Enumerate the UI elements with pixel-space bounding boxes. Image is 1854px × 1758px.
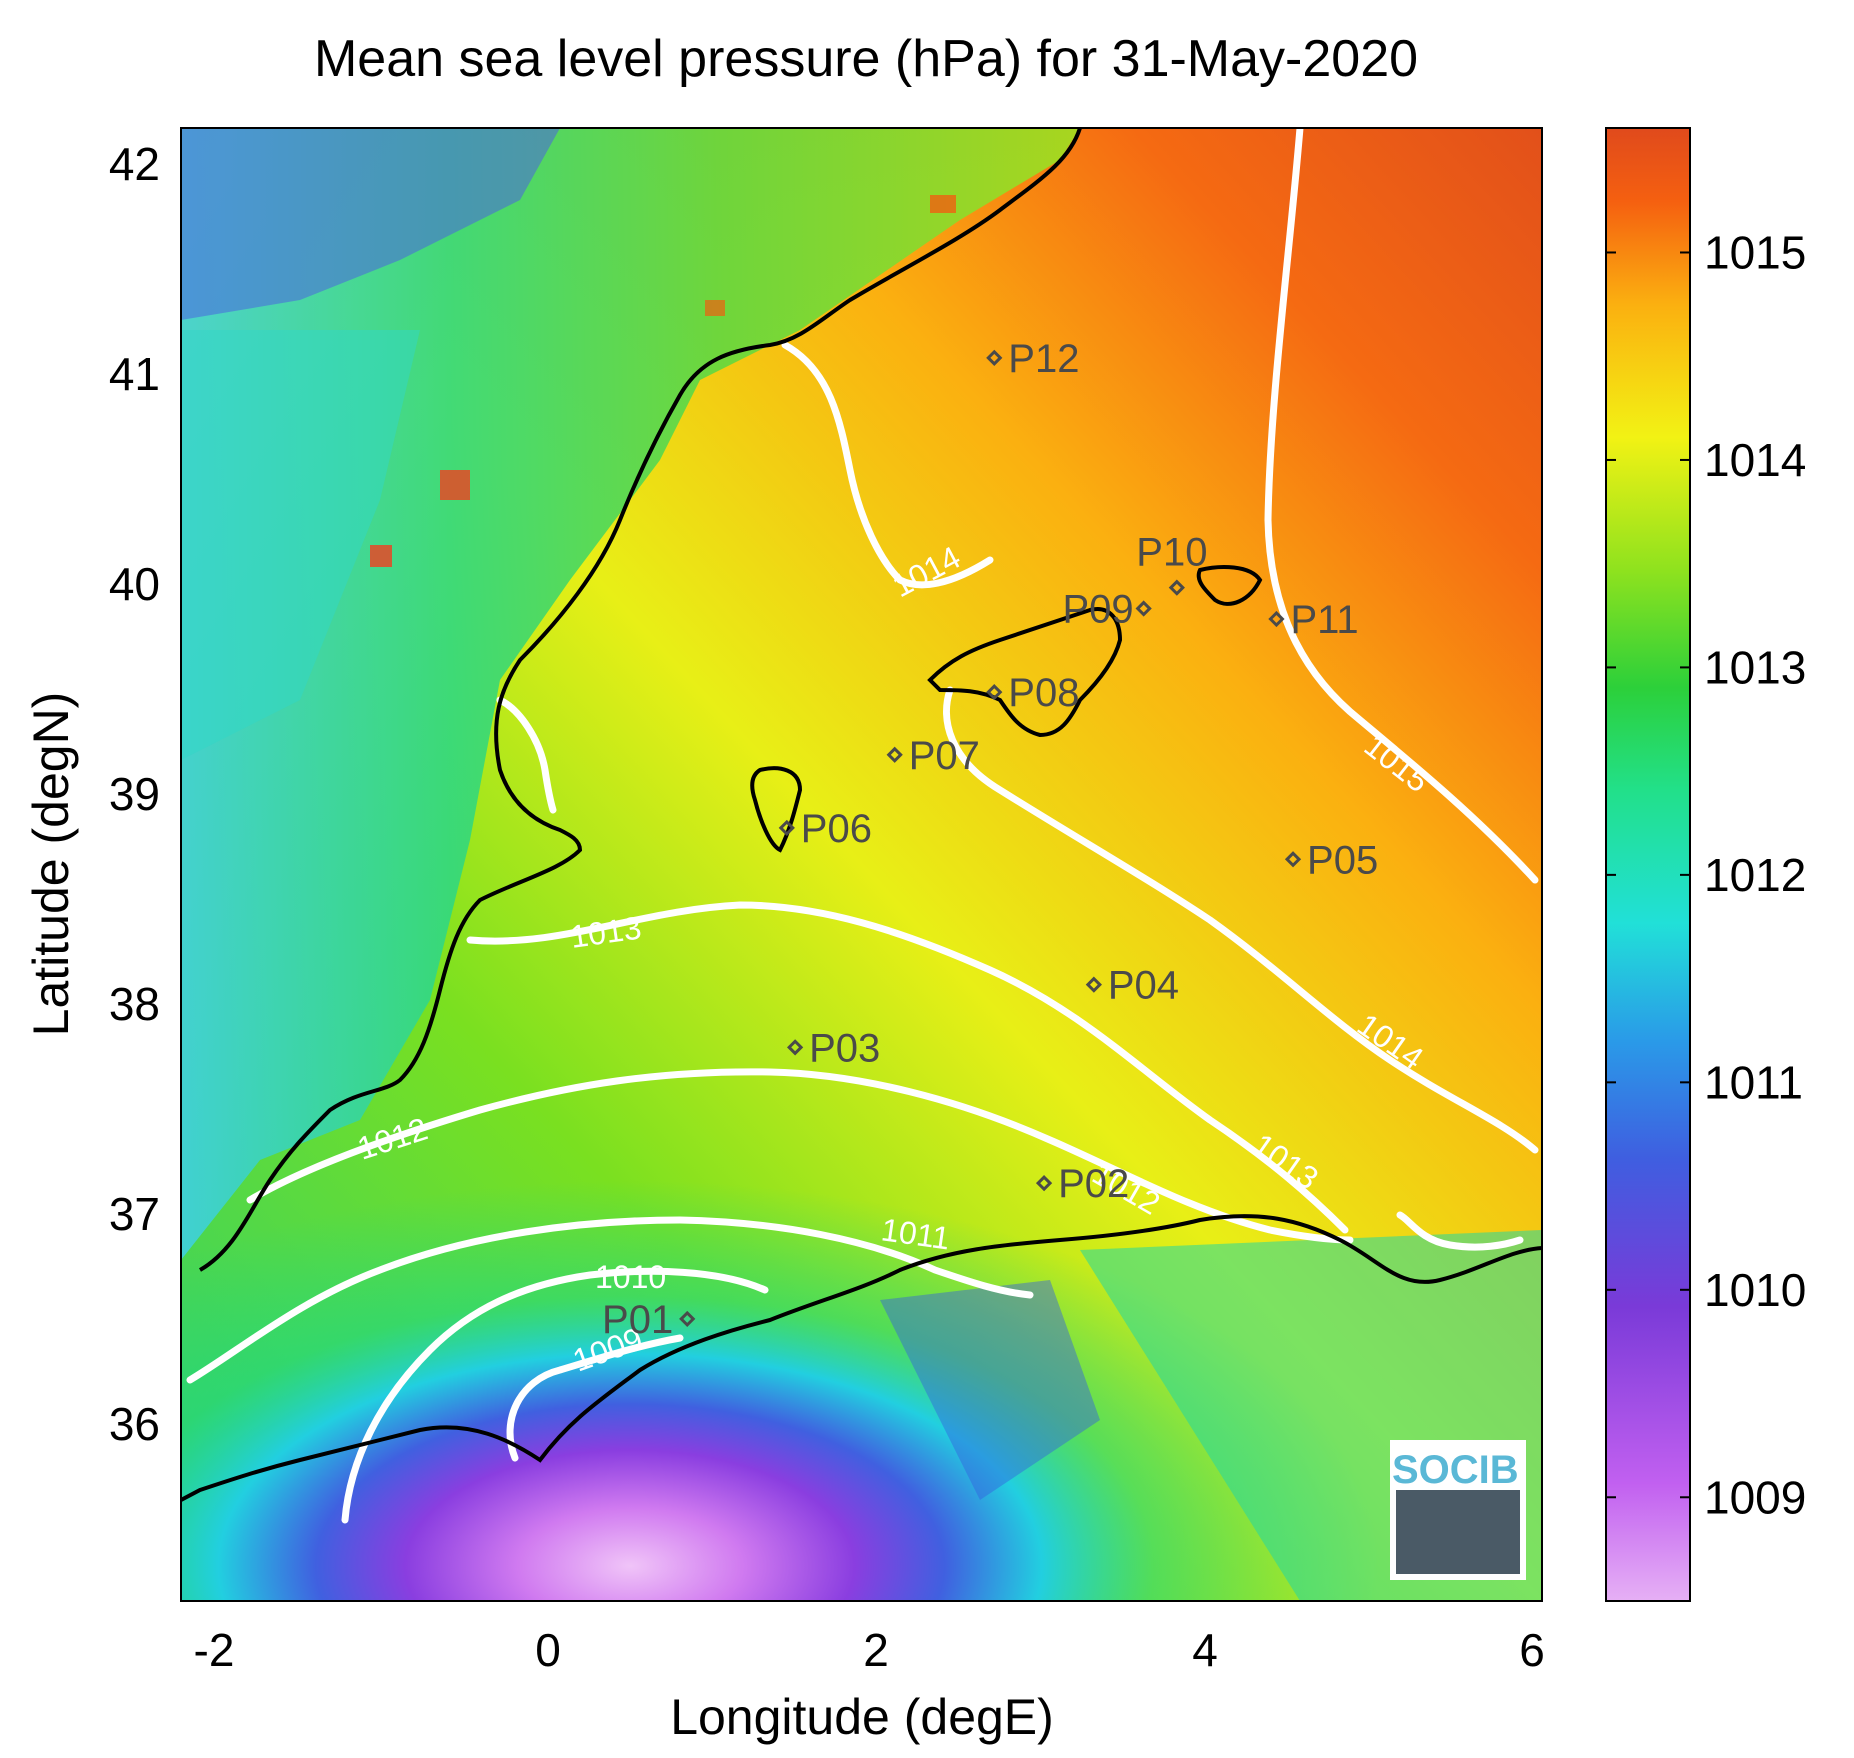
station-marker-p03 bbox=[786, 1039, 804, 1056]
contour-label-1010: 1010 bbox=[595, 1259, 666, 1295]
station-marker-p04 bbox=[1085, 976, 1102, 993]
y-tick-label: 38 bbox=[109, 978, 160, 1030]
map-frame bbox=[180, 127, 1543, 1602]
station-marker-p01 bbox=[679, 1310, 696, 1328]
x-tick-labels: -2 0 2 4 6 bbox=[194, 1624, 1545, 1676]
x-tick-label: 2 bbox=[863, 1624, 889, 1676]
station-marker-p09 bbox=[1135, 600, 1152, 617]
colorbar-tick-label: 1010 bbox=[1704, 1264, 1806, 1316]
y-tick-label: 40 bbox=[109, 558, 160, 610]
colorbar-tick-label: 1012 bbox=[1704, 849, 1806, 901]
station-marker-p06 bbox=[778, 819, 795, 837]
x-tick-label: -2 bbox=[194, 1624, 235, 1676]
x-tick-label: 6 bbox=[1519, 1624, 1545, 1676]
logo-text: SOCIB bbox=[1392, 1448, 1519, 1492]
station-marker-p12 bbox=[986, 349, 1003, 366]
x-tick-label: 4 bbox=[1192, 1624, 1218, 1676]
y-tick-label: 37 bbox=[109, 1188, 160, 1240]
x-axis-label: Longitude (degE) bbox=[670, 1689, 1054, 1745]
colorbar-tick-label: 1014 bbox=[1704, 434, 1806, 486]
station-marker-p07 bbox=[886, 746, 903, 763]
y-axis-label: Latitude (degN) bbox=[23, 692, 79, 1037]
y-tick-labels: 42 41 40 39 38 37 36 bbox=[109, 138, 160, 1450]
coastline bbox=[181, 128, 1542, 1502]
station-label-p03: P03 bbox=[809, 1026, 880, 1070]
station-label-p05: P05 bbox=[1307, 838, 1378, 882]
colorbar: 1015 1014 1013 1012 1011 1010 1009 bbox=[1605, 127, 1806, 1602]
socib-logo: SOCIB bbox=[1390, 1440, 1526, 1580]
y-tick-label: 39 bbox=[109, 768, 160, 820]
station-label-p11: P11 bbox=[1290, 598, 1358, 642]
station-label-p12: P12 bbox=[1008, 337, 1079, 381]
station-marker-p05 bbox=[1284, 851, 1302, 868]
y-tick-label: 42 bbox=[109, 138, 160, 190]
colorbar-gradient bbox=[1605, 127, 1691, 1602]
colorbar-tick-label: 1011 bbox=[1704, 1056, 1803, 1108]
x-tick-label: 0 bbox=[535, 1624, 561, 1676]
contour-lines bbox=[186, 128, 1539, 1524]
y-tick-label: 41 bbox=[109, 348, 160, 400]
colorbar-ticks: 1015 1014 1013 1012 1011 1010 1009 bbox=[1606, 226, 1806, 1523]
chart-title: Mean sea level pressure (hPa) for 31-May… bbox=[314, 30, 1418, 88]
station-marker-p10 bbox=[1168, 579, 1185, 596]
station-label-p10: P10 bbox=[1136, 531, 1207, 575]
station-label-p08: P08 bbox=[1008, 671, 1079, 715]
station-label-p06: P06 bbox=[801, 807, 872, 851]
station-label-p02: P02 bbox=[1058, 1162, 1129, 1206]
pressure-field bbox=[181, 128, 1542, 1601]
colorbar-tick-label: 1015 bbox=[1704, 226, 1806, 278]
station-label-p09: P09 bbox=[1062, 588, 1133, 632]
y-tick-label: 36 bbox=[109, 1398, 160, 1450]
station-label-p04: P04 bbox=[1108, 964, 1179, 1008]
station-label-p07: P07 bbox=[909, 734, 980, 778]
colorbar-tick-label: 1013 bbox=[1704, 641, 1806, 693]
station-label-p01: P01 bbox=[602, 1298, 673, 1342]
station-marker-p02 bbox=[1035, 1175, 1053, 1192]
colorbar-tick-label: 1009 bbox=[1704, 1471, 1806, 1523]
station-marker-p08 bbox=[986, 684, 1003, 701]
station-marker-p11 bbox=[1268, 610, 1285, 628]
